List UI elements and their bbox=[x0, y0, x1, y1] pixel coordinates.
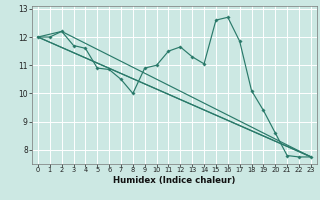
X-axis label: Humidex (Indice chaleur): Humidex (Indice chaleur) bbox=[113, 176, 236, 185]
